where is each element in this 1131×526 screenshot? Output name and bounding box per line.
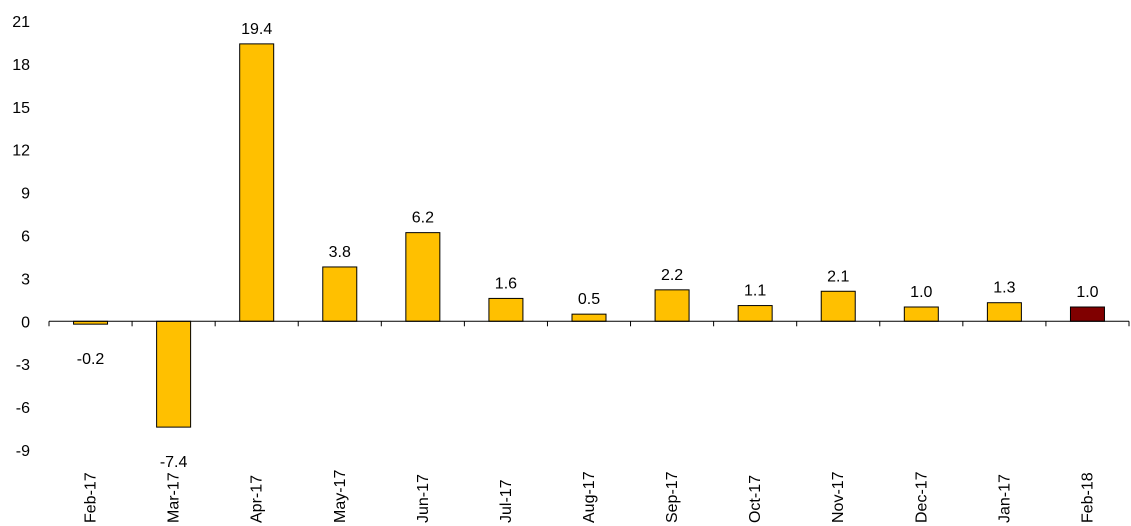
y-tick-label: 12	[12, 143, 30, 160]
y-tick-label: 21	[12, 14, 30, 31]
bar-jun-17	[405, 232, 441, 322]
data-label: 1.1	[744, 283, 766, 300]
data-label: 6.2	[412, 210, 434, 227]
bar-dec-17	[903, 306, 939, 322]
y-axis-ticks: -9 -6 -3 0 3 6 9 12 15 18 21	[12, 14, 30, 460]
x-category-label: Jul-17	[498, 479, 515, 523]
x-category-label: Aug-17	[581, 471, 598, 523]
x-category-label: Mar-17	[166, 472, 183, 523]
bar-sep-17	[654, 289, 690, 322]
data-label: 2.2	[661, 267, 683, 284]
x-category-label: Sep-17	[664, 471, 681, 523]
y-tick-label: 9	[21, 186, 30, 203]
y-tick-label: 15	[12, 100, 30, 117]
y-tick-label: -9	[16, 443, 30, 460]
x-category-label: Apr-17	[249, 475, 266, 523]
y-tick-label: 3	[21, 271, 30, 288]
y-tick-label: 18	[12, 57, 30, 74]
x-category-label: May-17	[332, 470, 349, 523]
x-category-label: Nov-17	[830, 471, 847, 523]
data-label: 1.0	[910, 284, 932, 301]
data-label: 2.1	[827, 268, 849, 285]
x-category-label: Dec-17	[913, 471, 930, 523]
y-tick-label: 6	[21, 229, 30, 246]
data-label: -0.2	[77, 351, 105, 368]
data-label: 19.4	[241, 21, 272, 38]
x-category-label: Feb-18	[1079, 472, 1096, 523]
x-category-label: Jun-17	[415, 474, 432, 523]
x-category-label: Feb-17	[83, 472, 100, 523]
x-axis-ticks	[48, 321, 1130, 327]
bar-nov-17	[820, 290, 856, 322]
data-labels: -0.2 -7.4 19.4 3.8 6.2 1.6 0.5 2.2 1.1 2.1 1.0 1.3 1…	[77, 21, 1099, 471]
y-tick-label: -6	[16, 400, 30, 417]
y-tick-label: 0	[21, 314, 30, 331]
data-label: -7.4	[160, 454, 188, 471]
data-label: 1.6	[495, 275, 517, 292]
bars	[73, 43, 1105, 428]
bar-apr-17	[239, 43, 275, 322]
data-label: 1.0	[1076, 284, 1098, 301]
data-label: 1.3	[993, 280, 1015, 297]
bar-oct-17	[737, 305, 773, 322]
y-tick-label: -3	[16, 357, 30, 374]
category-labels: Feb-17 Mar-17 Apr-17 May-17 Jun-17 Jul-17 Aug-…	[83, 470, 1097, 523]
data-label: 3.8	[329, 244, 351, 261]
bar-jul-17	[488, 297, 524, 322]
bar-may-17	[322, 266, 358, 322]
bar-jan-17	[986, 302, 1022, 322]
bar-mar-17	[156, 320, 192, 428]
data-label: 0.5	[578, 291, 600, 308]
x-category-label: Jan-17	[996, 474, 1013, 523]
bar-aug-17	[571, 313, 607, 322]
x-category-label: Oct-17	[747, 475, 764, 523]
bar-feb-18	[1069, 306, 1105, 322]
